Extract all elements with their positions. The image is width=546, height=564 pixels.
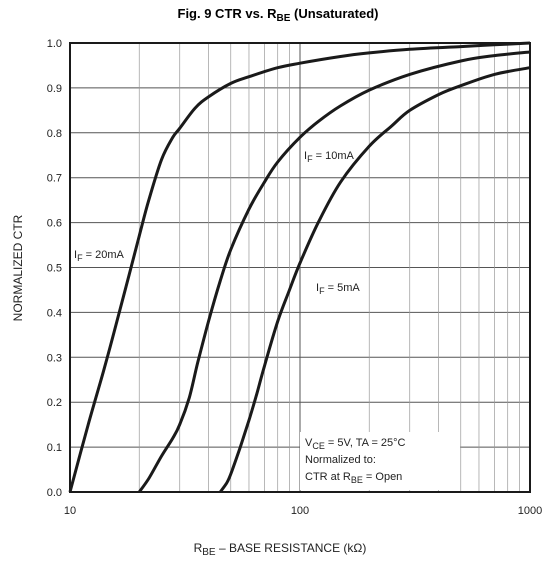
x-axis-ticks: 10 100 1000: [64, 505, 542, 517]
annotation-background: [300, 432, 460, 490]
y-axis-label: NORMALIZED CTR: [11, 214, 25, 321]
y-tick-label: 1.0: [47, 38, 62, 50]
y-tick-label: 0.4: [47, 307, 62, 319]
y-tick-label: 0.6: [47, 218, 62, 230]
y-axis-ticks: 0.0 0.1 0.2 0.3 0.4 0.5 0.6 0.7 0.8 0.9 1.0: [47, 38, 62, 499]
y-tick-label: 0.2: [47, 397, 62, 409]
series-label-5ma: IF = 5mA: [316, 282, 360, 296]
y-tick-label: 0.3: [47, 352, 62, 364]
series-line-2: [218, 66, 531, 493]
y-tick-label: 0.5: [47, 263, 62, 275]
y-tick-label: 0.9: [47, 83, 62, 95]
plot-frame: [69, 42, 531, 493]
annotation-line-3: CTR at RBE = Open: [305, 471, 402, 485]
x-tick-label: 100: [291, 505, 309, 517]
series-line-0: [68, 41, 531, 493]
y-tick-label: 0.8: [47, 128, 62, 140]
x-tick-label: 10: [64, 505, 76, 517]
annotation-line-1: VCE = 5V, TA = 25°C: [305, 437, 406, 451]
y-tick-label: 0.1: [47, 442, 62, 454]
series-label-20ma: IF = 20mA: [74, 249, 124, 263]
series-curves: [68, 41, 531, 493]
y-tick-label: 0.7: [47, 173, 62, 185]
series-line-1: [137, 50, 531, 493]
x-axis-label: RBE – BASE RESISTANCE (kΩ): [194, 541, 367, 558]
chart-title: Fig. 9 CTR vs. RBE (Unsaturated): [178, 6, 379, 24]
y-tick-label: 0.0: [47, 487, 62, 499]
series-label-10ma: IF = 10mA: [304, 150, 354, 164]
annotation-line-2: Normalized to:: [305, 454, 376, 466]
x-tick-label: 1000: [518, 505, 542, 517]
plot-grid: [69, 42, 531, 493]
